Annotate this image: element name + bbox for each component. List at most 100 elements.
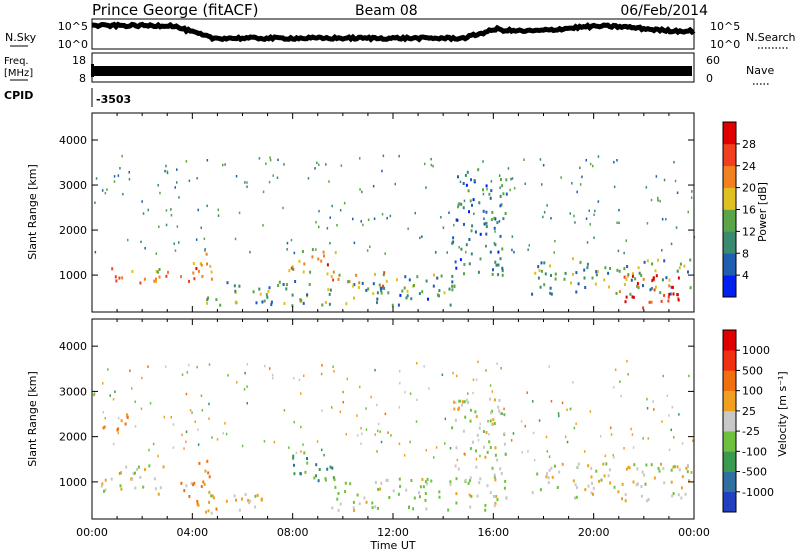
echo-cell: [361, 281, 364, 285]
echo-cell: [586, 262, 589, 266]
echo-cell: [489, 196, 492, 200]
echo-cell: [468, 238, 471, 241]
echo-cell: [404, 390, 406, 394]
echo-cell: [323, 254, 325, 258]
echo-cell: [485, 221, 488, 225]
echo-cell: [376, 291, 379, 295]
echo-cell: [286, 241, 289, 245]
echo-cell: [630, 427, 632, 431]
echo-cell: [101, 189, 104, 192]
echo-cell: [378, 283, 381, 287]
echo-cell: [524, 182, 526, 185]
echo-cell: [646, 397, 648, 401]
echo-cell: [673, 160, 675, 164]
echo-cell: [336, 224, 338, 227]
echo-cell: [372, 282, 375, 286]
echo-cell: [374, 505, 377, 509]
echo-cell: [244, 181, 246, 184]
echo-cell: [458, 246, 460, 249]
echo-cell: [440, 274, 443, 278]
echo-cell: [670, 468, 673, 472]
echo-cell: [331, 466, 334, 470]
echo-cell: [644, 482, 647, 486]
echo-cell: [408, 278, 411, 282]
echo-cell: [557, 412, 560, 415]
echo-cell: [627, 273, 630, 277]
echo-cell: [482, 188, 484, 192]
echo-cell: [376, 301, 378, 305]
echo-cell: [435, 251, 437, 254]
echo-cell: [594, 209, 596, 213]
echo-cell: [523, 158, 525, 161]
echo-cell: [653, 408, 655, 411]
echo-cell: [300, 392, 302, 395]
echo-cell: [172, 423, 175, 426]
echo-cell: [457, 467, 460, 471]
echo-cell: [647, 437, 650, 440]
echo-cell: [572, 479, 575, 483]
echo-cell: [309, 270, 312, 274]
echo-cell: [454, 260, 457, 264]
echo-cell: [293, 251, 296, 255]
echo-cell: [210, 277, 213, 281]
echo-cell: [317, 257, 320, 261]
echo-cell: [283, 163, 285, 166]
freq-label-unit: [MHz]: [4, 68, 33, 79]
echo-cell: [575, 290, 578, 294]
echo-cell: [691, 439, 694, 442]
echo-cell: [499, 467, 502, 471]
echo-cell: [499, 234, 502, 238]
nsky-tick-high-right: 10^5: [710, 20, 740, 33]
echo-cell: [616, 159, 618, 162]
echo-cell: [329, 288, 332, 292]
echo-cell: [234, 289, 237, 293]
echo-cell: [672, 292, 675, 296]
echo-cell: [283, 409, 286, 412]
echo-cell: [665, 218, 667, 221]
echo-cell: [246, 385, 248, 388]
echo-cell: [303, 374, 305, 377]
echo-cell: [180, 275, 182, 279]
echo-cell: [377, 422, 380, 426]
echo-cell: [371, 506, 374, 510]
echo-cell: [493, 398, 496, 402]
echo-cell: [359, 157, 361, 160]
echo-cell: [641, 470, 644, 474]
echo-cell: [633, 463, 636, 467]
nave-bar: [94, 66, 692, 76]
echo-cell: [671, 285, 674, 289]
echo-cell: [485, 431, 488, 434]
echo-cell: [241, 497, 243, 501]
echo-cell: [315, 463, 318, 467]
echo-cell: [398, 154, 400, 158]
echo-cell: [688, 479, 691, 483]
echo-cell: [300, 425, 302, 429]
echo-cell: [478, 426, 481, 430]
echo-cell: [566, 440, 569, 444]
echo-cell: [202, 480, 205, 484]
echo-cell: [483, 445, 486, 449]
nave-label: Nave: [746, 64, 774, 77]
echo-cell: [394, 182, 396, 186]
echo-cell: [596, 269, 599, 273]
echo-cell: [579, 166, 581, 170]
colorbar-tick-label: 24: [742, 160, 756, 173]
colorbar-segment: [723, 143, 736, 167]
echo-cell: [125, 465, 128, 469]
echo-cell: [386, 478, 389, 482]
echo-cell: [268, 180, 271, 184]
y-tick-label: 2000: [59, 431, 87, 444]
echo-cell: [366, 249, 369, 252]
echo-cell: [413, 496, 416, 500]
echo-cell: [459, 399, 461, 403]
echo-cell: [134, 400, 136, 403]
echo-cell: [513, 250, 515, 254]
echo-cell: [451, 274, 454, 278]
echo-cell: [285, 283, 288, 287]
echo-cell: [423, 365, 425, 368]
echo-cell: [464, 173, 467, 177]
echo-cell: [690, 471, 693, 474]
echo-cell: [141, 200, 143, 203]
echo-cell: [233, 284, 236, 288]
echo-cell: [457, 205, 459, 209]
